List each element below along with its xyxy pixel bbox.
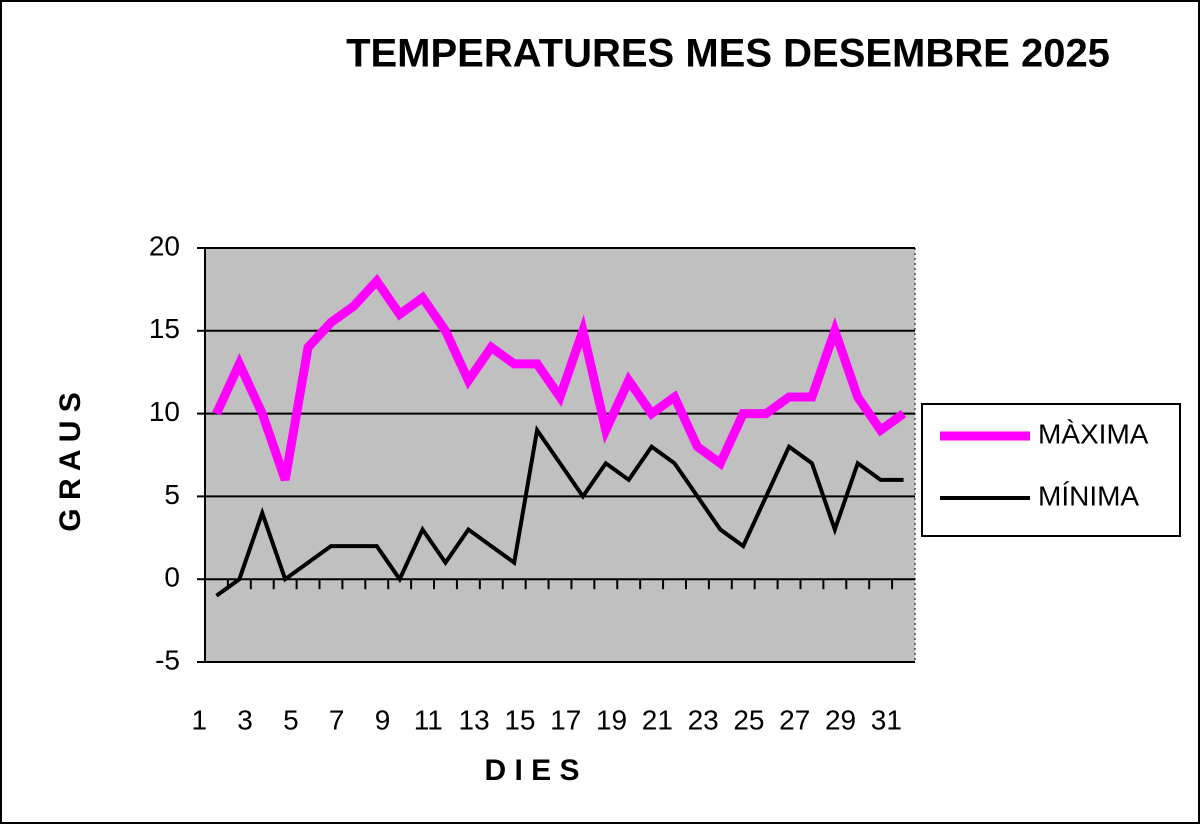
x-tick-label: 13	[459, 704, 490, 735]
x-tick-label: 7	[329, 704, 345, 735]
y-tick-label: 0	[164, 562, 180, 593]
y-axis-label: G R A U S	[54, 392, 87, 531]
x-tick-label: 1	[191, 704, 207, 735]
x-tick-label: 27	[779, 704, 810, 735]
x-tick-label: 17	[550, 704, 581, 735]
y-tick-label: 5	[164, 479, 180, 510]
y-tick-label: 20	[149, 230, 180, 261]
y-tick-label: 15	[149, 313, 180, 344]
x-tick-label: 29	[825, 704, 856, 735]
legend-box	[921, 403, 1181, 537]
x-tick-label: 31	[871, 704, 902, 735]
chart-title: TEMPERATURES MES DESEMBRE 2025	[346, 32, 1110, 76]
x-tick-label: 9	[375, 704, 391, 735]
series-line	[215, 424, 904, 598]
series-line	[212, 273, 907, 482]
legend-label: MÀXIMA	[1038, 418, 1149, 449]
x-tick-label: 3	[237, 704, 253, 735]
x-tick-label: 25	[733, 704, 764, 735]
x-tick-label: 15	[504, 704, 535, 735]
x-tick-label: 11	[414, 704, 443, 735]
x-axis-label: D I E S	[484, 754, 579, 787]
y-tick-label: 10	[149, 396, 180, 427]
plot-area	[204, 247, 916, 663]
x-tick-label: 5	[283, 704, 299, 735]
x-tick-label: 23	[688, 704, 719, 735]
x-tick-label: 21	[642, 704, 673, 735]
legend-label: MÍNIMA	[1038, 480, 1139, 511]
x-tick-label: 19	[596, 704, 627, 735]
y-tick-label: -5	[155, 644, 180, 675]
